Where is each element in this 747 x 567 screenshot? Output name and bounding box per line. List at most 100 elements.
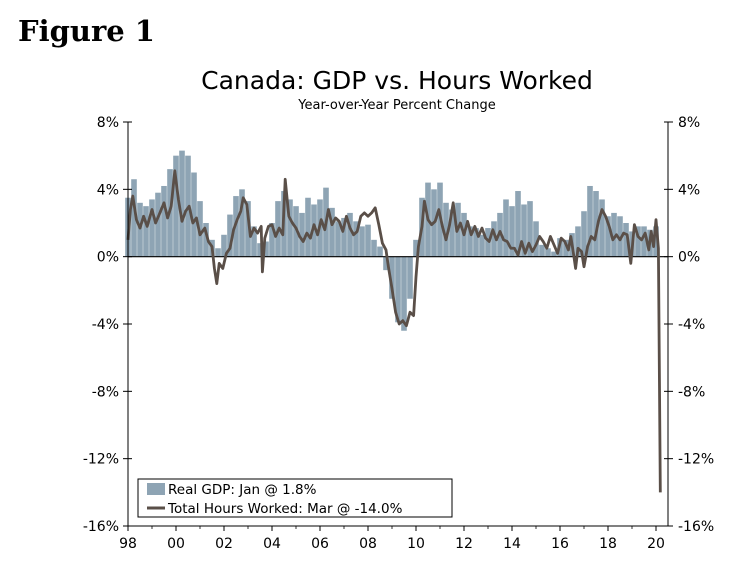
- gdp-bar-79: [599, 199, 605, 257]
- gdp-bar-35: [335, 221, 341, 257]
- gdp-bar-80: [605, 216, 611, 257]
- left-tick-label: -16%: [83, 519, 119, 535]
- gdp-bar-39: [359, 226, 365, 257]
- left-tick-label: 4%: [97, 182, 119, 198]
- x-tick-label: 12: [455, 536, 473, 552]
- gdp-bar-53: [443, 202, 449, 257]
- gdp-bar-82: [617, 216, 623, 257]
- gdp-bar-27: [287, 199, 293, 257]
- x-tick-label: 18: [599, 536, 617, 552]
- x-tick-label: 14: [503, 536, 521, 552]
- gdp-bar-3: [143, 206, 149, 257]
- gdp-bar-65: [515, 191, 521, 257]
- gdp-bar-5: [155, 192, 161, 257]
- x-tick-label: 16: [551, 536, 569, 552]
- gdp-bar-45: [395, 256, 401, 323]
- gdp-bar-44: [389, 256, 395, 299]
- gdp-bar-88: [653, 226, 659, 257]
- gdp-bar-54: [449, 209, 455, 257]
- hours-worked-line: [126, 169, 662, 493]
- right-tick-label: -12%: [678, 452, 714, 468]
- gdp-bar-43: [383, 256, 389, 271]
- plot-area: [125, 150, 668, 493]
- gdp-bar-41: [371, 239, 377, 257]
- gdp-bar-68: [533, 221, 539, 257]
- legend-box: [137, 478, 453, 518]
- gdp-bar-13: [203, 223, 209, 257]
- right-tick-label: 4%: [678, 182, 700, 198]
- gdp-bar-34: [329, 207, 335, 257]
- gdp-bar-31: [311, 204, 317, 257]
- gdp-bar-67: [527, 201, 533, 257]
- x-tick-label: 04: [263, 536, 281, 552]
- left-tick-label: 0%: [97, 250, 119, 266]
- gdp-bar-58: [473, 228, 479, 257]
- left-tick-label: -4%: [92, 317, 119, 333]
- legend-label-hours-worked: Total Hours Worked: Mar @ -14.0%: [167, 501, 403, 517]
- gdp-bar-86: [641, 226, 647, 257]
- gdp-bar-17: [227, 214, 233, 257]
- gdp-bar-11: [191, 172, 197, 257]
- gdp-bar-61: [491, 221, 497, 257]
- gdp-bar-75: [575, 226, 581, 257]
- gdp-bar-64: [509, 206, 515, 257]
- gdp-bar-42: [377, 246, 383, 257]
- x-tick-label: 10: [407, 536, 425, 552]
- chart-subtitle: Year-over-Year Percent Change: [297, 98, 495, 113]
- gdp-bar-2: [137, 202, 143, 257]
- right-tick-label: 0%: [678, 250, 700, 266]
- gdp-bar-9: [179, 150, 185, 257]
- gdp-bar-8: [173, 155, 179, 257]
- gdp-bar-48: [413, 239, 419, 257]
- gdp-bar-40: [365, 224, 371, 257]
- right-tick-label: -16%: [678, 519, 714, 535]
- x-tick-label: 20: [647, 536, 665, 552]
- right-tick-label: -4%: [678, 317, 705, 333]
- gdp-bar-71: [551, 251, 557, 257]
- legend-swatch-real-gdp: [147, 483, 165, 495]
- gdp-bar-38: [353, 221, 359, 257]
- gdp-bar-85: [635, 226, 641, 257]
- gdp-bar-15: [215, 248, 221, 257]
- axes: 8% 4% 0% -4% -8% -12% -16% 8% 4% 0% -4% -8% -12% -16%…: [83, 115, 714, 552]
- left-tick-label: -12%: [83, 452, 119, 468]
- gdp-bar-73: [563, 239, 569, 257]
- gdp-bar-57: [467, 226, 473, 257]
- gdp-bar-77: [587, 185, 593, 257]
- legend: Real GDP: Jan @ 1.8% Total Hours Worked:…: [137, 478, 453, 518]
- gdp-bar-23: [263, 241, 269, 257]
- x-tick-label: 06: [311, 536, 329, 552]
- gdp-bar-30: [305, 197, 311, 257]
- gdp-bar-24: [269, 223, 275, 257]
- right-tick-label: -8%: [678, 384, 705, 400]
- gdp-bar-66: [521, 204, 527, 257]
- gdp-bar-46: [401, 256, 407, 331]
- gdp-bar-76: [581, 211, 587, 257]
- gdp-bar-16: [221, 234, 227, 257]
- gdp-bar-83: [623, 223, 629, 257]
- gdp-bar-36: [341, 217, 347, 257]
- x-tick-label: 02: [215, 536, 233, 552]
- gdp-bar-22: [257, 243, 263, 257]
- chart-title: Canada: GDP vs. Hours Worked: [201, 66, 593, 95]
- gdp-bar-29: [299, 212, 305, 257]
- gdp-bar-63: [503, 199, 509, 257]
- legend-label-real-gdp: Real GDP: Jan @ 1.8%: [168, 482, 317, 498]
- left-tick-label: -8%: [92, 384, 119, 400]
- gdp-bar-60: [485, 228, 491, 257]
- x-tick-label: 08: [359, 536, 377, 552]
- gdp-bar-47: [407, 256, 413, 299]
- gdp-bar-4: [149, 199, 155, 257]
- gdp-bar-20: [245, 201, 251, 257]
- gdp-bar-1: [131, 179, 137, 257]
- gdp-bar-6: [161, 185, 167, 257]
- x-tick-label: 98: [119, 536, 137, 552]
- gdp-bar-69: [539, 244, 545, 257]
- gdp-bar-37: [347, 212, 353, 257]
- gdp-bar-59: [479, 234, 485, 257]
- gdp-bar-81: [611, 212, 617, 257]
- gdp-bar-19: [239, 189, 245, 257]
- gdp-bar-21: [251, 226, 257, 257]
- right-tick-label: 8%: [678, 115, 700, 131]
